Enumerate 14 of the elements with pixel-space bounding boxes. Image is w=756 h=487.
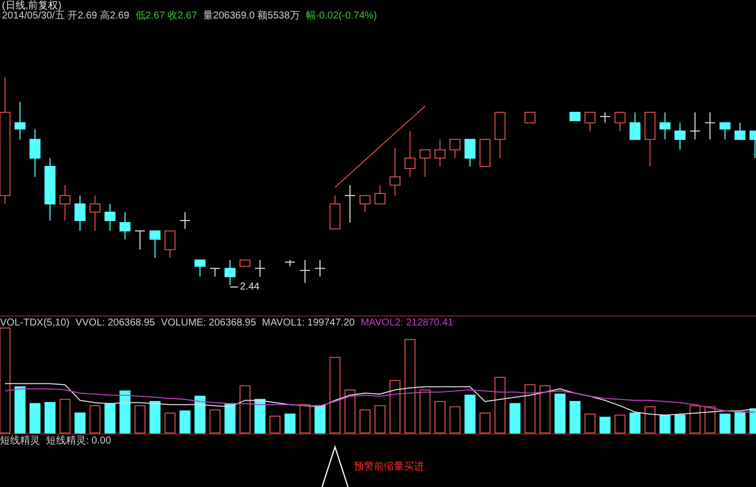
text: 量206369.0 额5538万 <box>203 10 300 22</box>
annotation: VVOL: 206368.95 <box>75 318 156 329</box>
text: 短线精灵 <box>0 434 40 447</box>
annotation: 2.44 <box>240 282 260 293</box>
annotation: VOLUME: 206368.95 <box>160 318 256 329</box>
annotation: VOL-TDX(5,10) <box>0 318 70 329</box>
text: 2014/05/30/五 开2.69 高2.69 <box>2 10 130 22</box>
annotation: MAVOL2: 212870.41 <box>360 318 454 329</box>
text: 幅-0.02(-0.74%) <box>306 10 377 22</box>
text: 预警前缩量买进 <box>354 460 424 473</box>
text: 低2.67 收2.67 <box>135 10 198 22</box>
annotation: MAVOL1: 199747.20 <box>262 318 356 329</box>
text: 短线精灵: 0.00 <box>46 434 112 447</box>
chart-title: (日线,前复权) <box>2 0 62 12</box>
